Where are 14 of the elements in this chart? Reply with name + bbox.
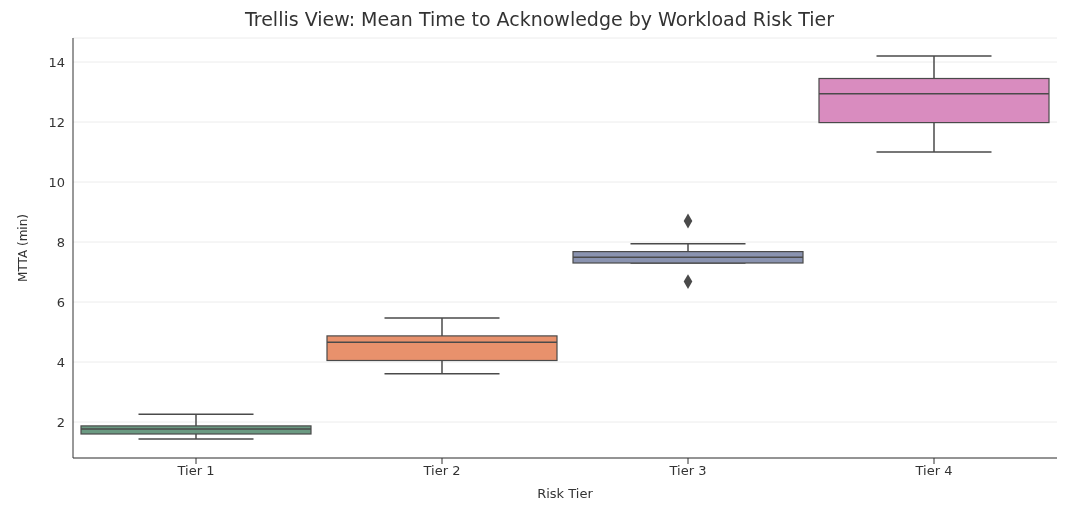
x-tick-label: Tier 3 [668,463,707,479]
y-tick-label: 4 [56,354,65,370]
y-axis-title: MTTA (min) [16,214,31,282]
y-tick-label: 6 [56,294,65,310]
y-tick-label: 2 [56,414,65,430]
y-tick-label: 14 [48,54,65,70]
x-tick-label: Tier 2 [422,463,461,479]
x-tick-label: Tier 1 [176,463,215,479]
x-tick-label: Tier 4 [914,463,953,479]
y-tick-label: 12 [48,114,65,130]
y-tick-label: 8 [56,234,65,250]
y-tick-label: 10 [48,174,65,190]
x-axis-title: Risk Tier [537,486,594,501]
chart-title: Trellis View: Mean Time to Acknowledge by Workload Risk Tier [243,8,836,32]
